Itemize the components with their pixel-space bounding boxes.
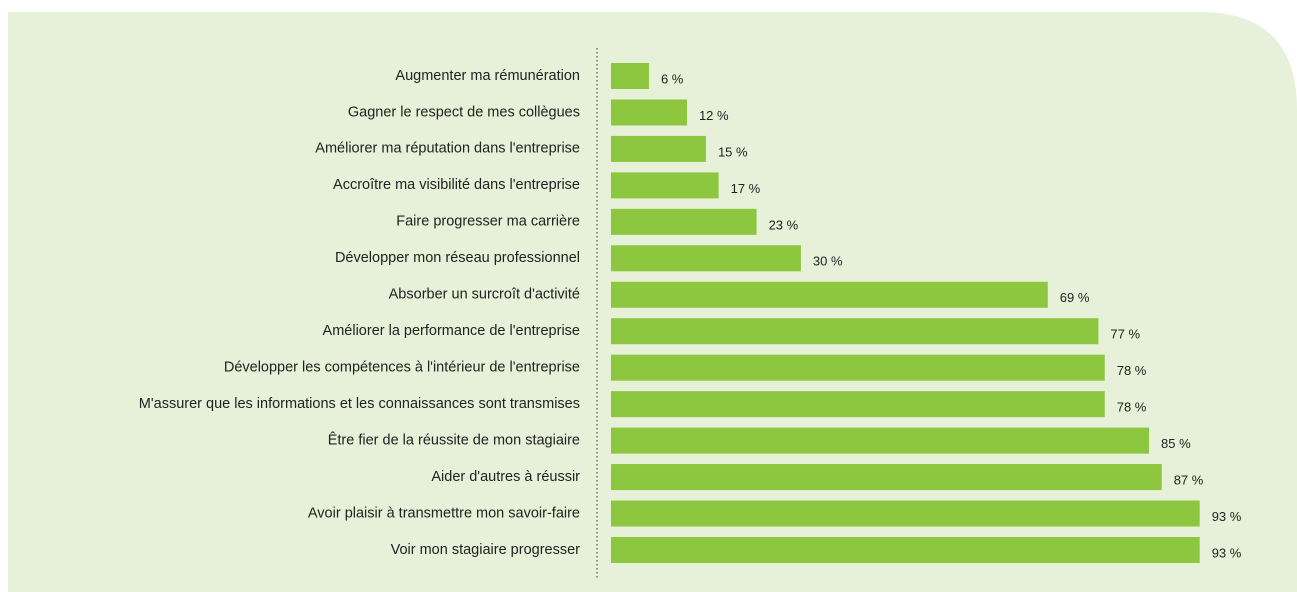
value-label: 15 % <box>718 144 748 159</box>
bar <box>611 464 1162 491</box>
category-label: Développer les compétences à l'intérieur… <box>224 360 580 376</box>
value-label: 78 % <box>1117 400 1147 415</box>
bar <box>611 63 649 89</box>
value-label: 87 % <box>1174 472 1204 487</box>
bar <box>611 318 1099 345</box>
value-label: 30 % <box>813 254 843 269</box>
category-label: Avoir plaisir à transmettre mon savoir-f… <box>308 505 580 521</box>
value-label: 69 % <box>1060 290 1090 305</box>
category-label: Être fier de la réussite de mon stagiair… <box>328 431 580 448</box>
value-label: 6 % <box>661 71 684 86</box>
category-label: Améliorer la performance de l'entreprise <box>323 323 580 339</box>
value-label: 17 % <box>731 181 761 196</box>
bar <box>611 427 1150 454</box>
category-label: Augmenter ma rémunération <box>395 68 580 84</box>
category-label: Faire progresser ma carrière <box>396 214 580 230</box>
bar <box>611 245 801 272</box>
value-label: 93 % <box>1212 545 1242 560</box>
value-label: 78 % <box>1117 363 1147 378</box>
value-label: 77 % <box>1110 327 1140 342</box>
category-label: Améliorer ma réputation dans l'entrepris… <box>315 141 580 157</box>
value-label: 85 % <box>1161 436 1191 451</box>
bar <box>611 354 1105 381</box>
category-label: M'assurer que les informations et les co… <box>139 396 580 412</box>
bar <box>611 500 1200 527</box>
bar <box>611 99 687 126</box>
category-label: Accroître ma visibilité dans l'entrepris… <box>333 177 580 193</box>
value-label: 23 % <box>769 217 799 232</box>
bar <box>611 281 1048 308</box>
category-label: Gagner le respect de mes collègues <box>348 104 580 120</box>
bar <box>611 391 1105 418</box>
value-label: 12 % <box>699 108 729 123</box>
value-label: 93 % <box>1212 509 1242 524</box>
category-label: Absorber un surcroît d'activité <box>389 287 580 303</box>
bar <box>611 172 719 199</box>
category-label: Voir mon stagiaire progresser <box>391 542 581 558</box>
bar <box>611 536 1200 563</box>
bar <box>611 208 757 235</box>
category-label: Développer mon réseau professionnel <box>335 250 580 266</box>
category-label: Aider d'autres à réussir <box>431 469 580 485</box>
bar <box>611 135 706 162</box>
